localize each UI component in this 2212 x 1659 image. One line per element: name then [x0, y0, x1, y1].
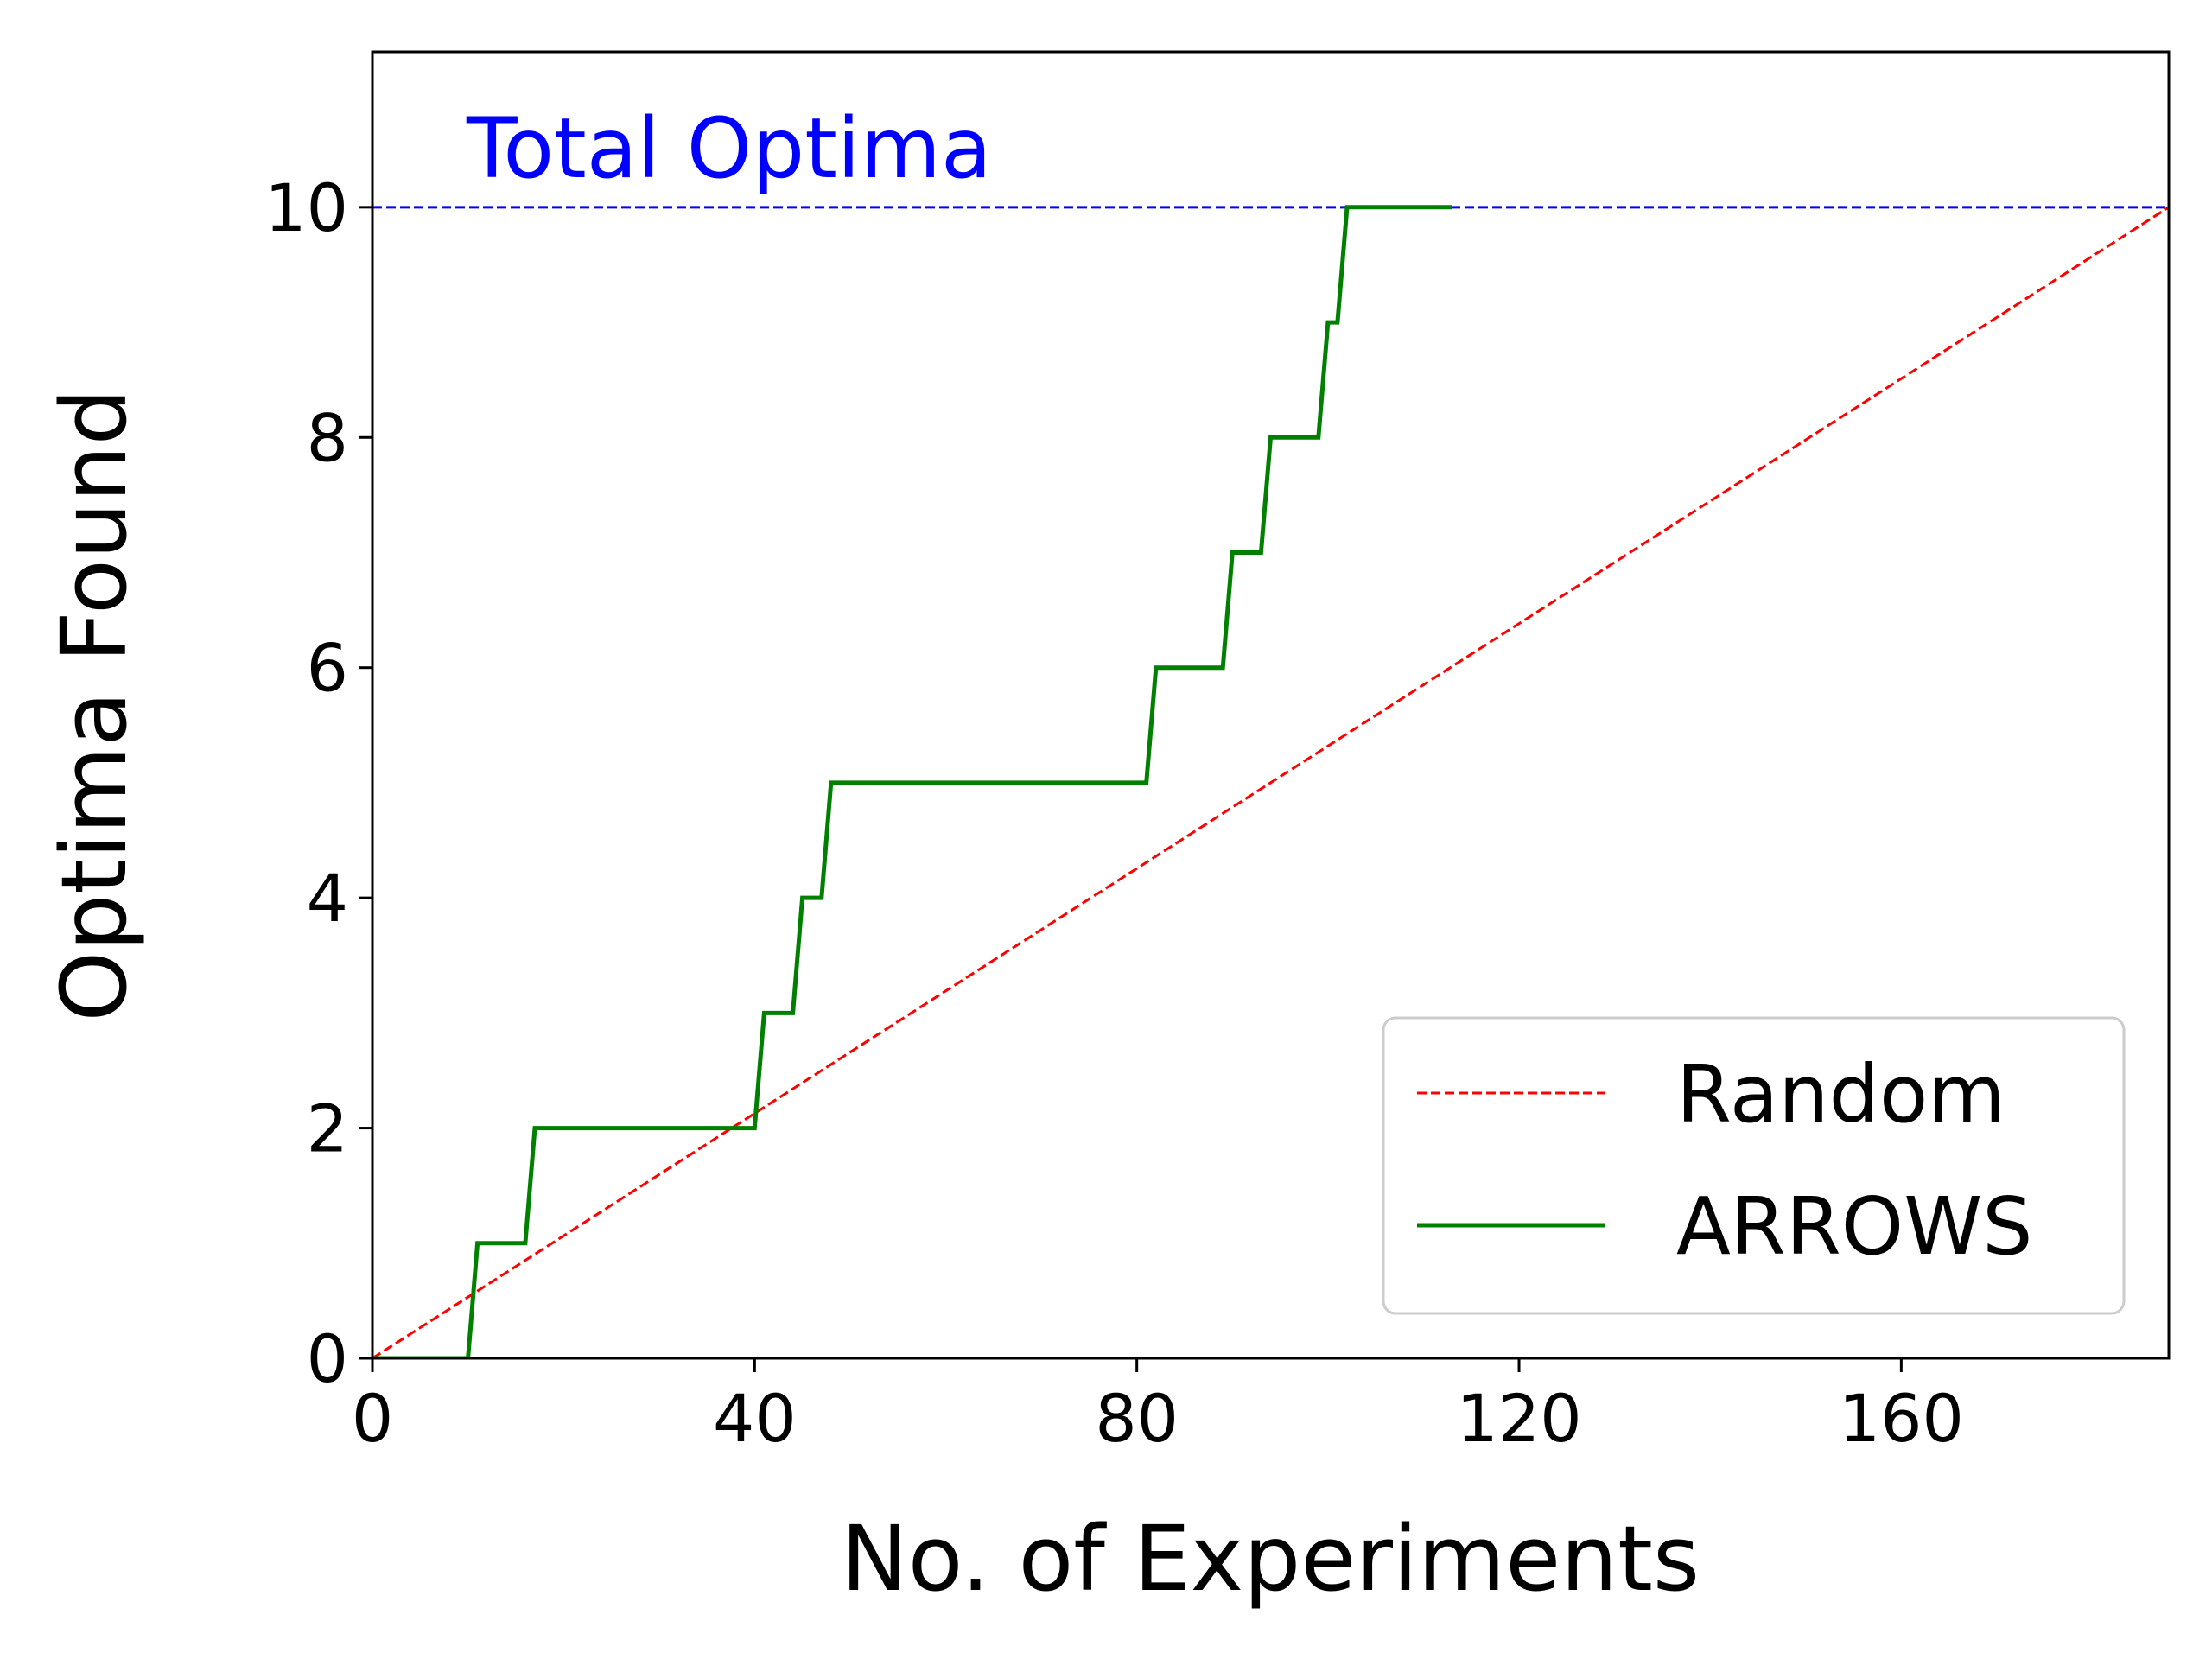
x-tick-label: 0 [352, 1380, 393, 1457]
y-tick-label: 10 [264, 169, 348, 246]
x-tick-label: 80 [1095, 1380, 1179, 1457]
y-tick-label: 2 [307, 1090, 348, 1167]
series-group [372, 205, 2169, 1358]
series-line-random [372, 206, 2169, 1358]
series-line-arrows [372, 205, 1452, 1358]
total-optima-annotation: Total Optima [466, 100, 992, 197]
legend-label-random: Random [1676, 1048, 2005, 1141]
y-tick-label: 6 [307, 630, 348, 707]
legend-box [1382, 1016, 2126, 1315]
legend-label-arrows: ARROWS [1676, 1180, 2033, 1273]
x-tick-label: 120 [1456, 1380, 1581, 1457]
x-tick-label: 160 [1839, 1380, 1964, 1457]
legend: Random ARROWS [1382, 1016, 2126, 1315]
y-tick-label: 4 [307, 860, 348, 937]
axis-ticks: 0 40 80 120 160 0 2 4 6 8 10 [264, 169, 1964, 1457]
plot-area [372, 205, 2169, 1358]
x-tick-label: 40 [713, 1380, 797, 1457]
y-axis-label: Optima Found [41, 388, 147, 1021]
y-tick-label: 8 [307, 399, 348, 476]
y-tick-label: 0 [307, 1320, 348, 1397]
x-axis-label: No. of Experiments [841, 1506, 1700, 1611]
plot-frame [371, 50, 2171, 1360]
